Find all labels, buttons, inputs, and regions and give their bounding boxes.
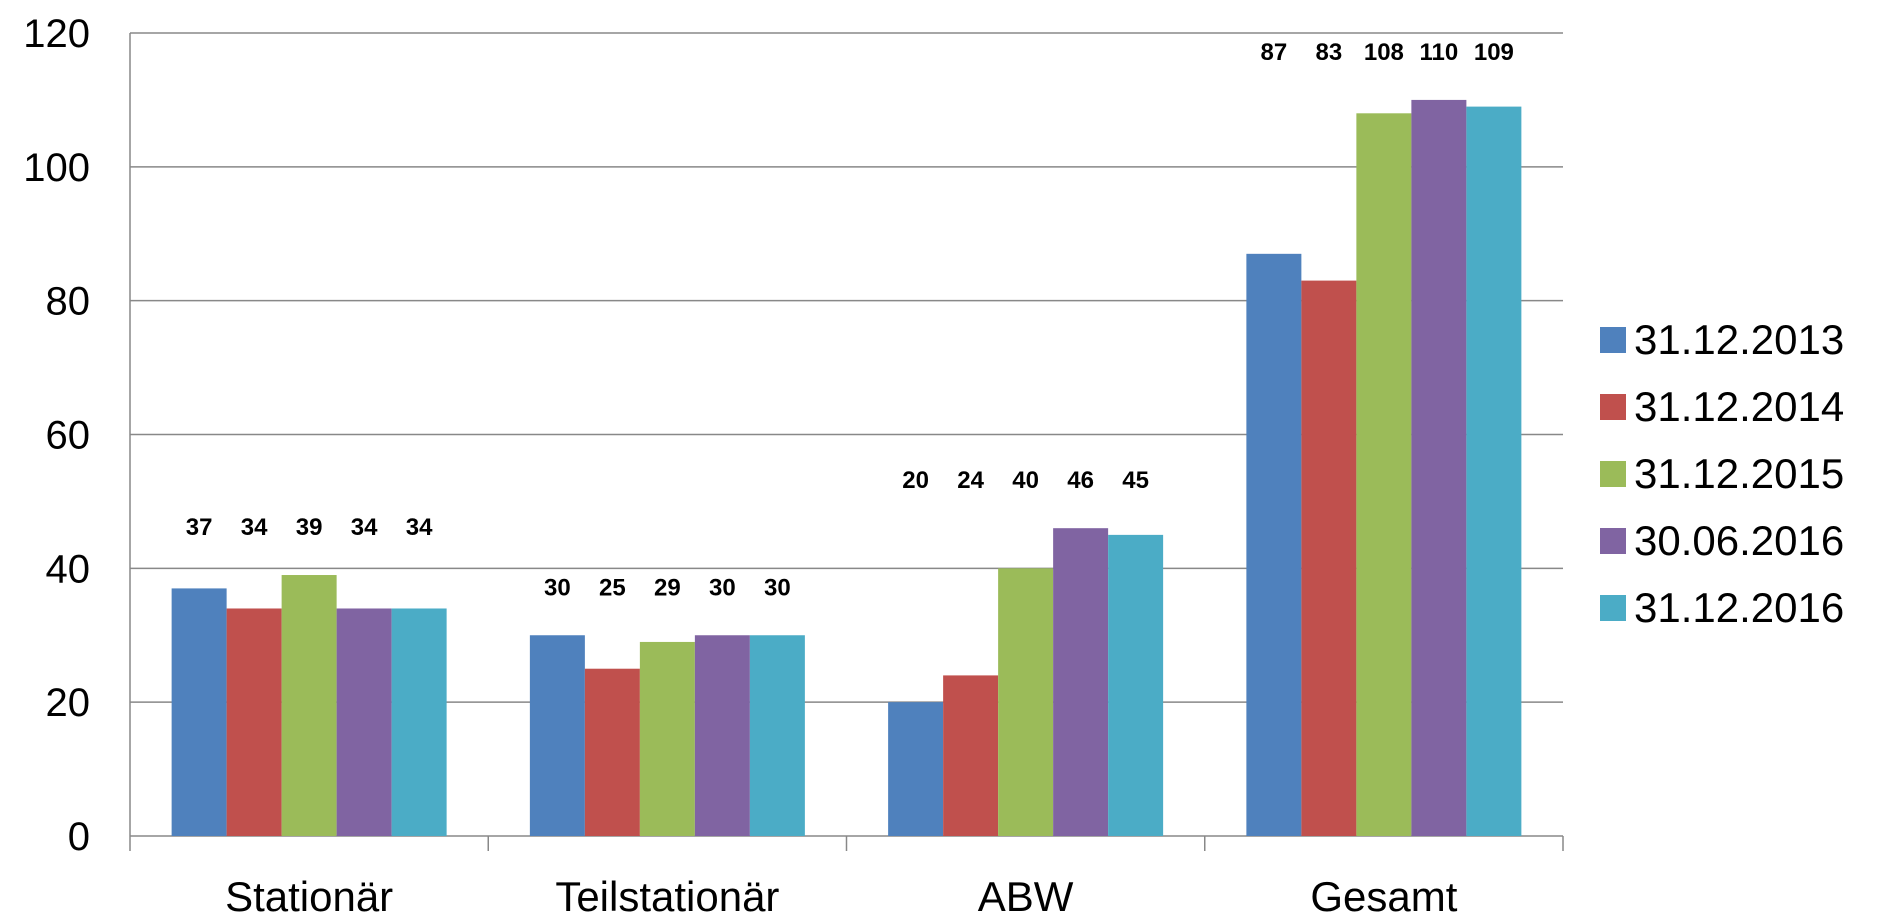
y-axis: 0 20 40 60 80 100 120 [23,12,131,859]
data-label: 30 [764,574,791,601]
data-label: 37 [186,514,213,541]
bar [1108,534,1164,836]
data-label: 39 [296,514,323,541]
bar [336,608,392,836]
data-label: 34 [406,514,433,541]
x-tick-label: Gesamt [1310,873,1457,915]
data-label: 30 [709,574,736,601]
legend-swatch [1600,393,1626,420]
data-label: 45 [1122,467,1149,494]
bar [1411,99,1467,836]
data-label: 108 [1364,39,1404,66]
x-tick-label: ABW [978,873,1074,915]
x-tick-label: Stationär [225,873,393,915]
bar [998,568,1054,836]
data-label: 25 [599,574,626,601]
x-tick-label: Teilstationär [555,873,779,915]
legend-label: 31.12.2013 [1634,315,1845,363]
data-label: 87 [1261,39,1288,66]
legend: 31.12.2013 31.12.2014 31.12.2015 30.06.2016… [1600,306,1844,641]
legend-label: 30.06.2016 [1634,516,1845,564]
bar [888,702,944,836]
bar [1053,528,1109,836]
bar [226,608,282,836]
y-tick-label: 100 [23,146,90,190]
data-label: 34 [241,514,268,541]
bar [1466,106,1522,836]
data-label: 40 [1012,467,1039,494]
bar [749,635,805,836]
legend-item: 31.12.2014 [1600,373,1844,440]
data-label: 34 [351,514,378,541]
data-label: 20 [902,467,929,494]
legend-swatch [1600,527,1626,554]
legend-swatch [1600,594,1626,621]
legend-label: 31.12.2014 [1634,382,1845,430]
legend-swatch [1600,460,1626,487]
bar [943,675,999,836]
legend-swatch [1600,326,1626,353]
bar [694,635,750,836]
y-tick-label: 60 [46,414,91,458]
bar [391,608,447,836]
bar [1246,253,1302,836]
data-label: 83 [1316,39,1343,66]
data-labels: 37 34 39 34 34 30 25 29 30 30 20 24 40 46 45 87 83 108 110… [186,39,1514,601]
data-label: 24 [957,467,984,494]
y-tick-label: 80 [46,280,91,324]
data-label: 30 [544,574,571,601]
legend-item: 31.12.2016 [1600,574,1844,641]
bar [1356,113,1412,837]
legend-label: 31.12.2016 [1634,583,1845,631]
y-tick-label: 120 [23,12,90,56]
bar [281,575,337,836]
y-tick-label: 0 [68,815,90,859]
bar [584,668,640,836]
y-tick-label: 40 [46,547,91,591]
legend-item: 31.12.2013 [1600,306,1844,373]
legend-item: 31.12.2015 [1600,440,1844,507]
data-label: 110 [1420,39,1459,66]
data-label: 109 [1474,39,1514,66]
y-tick-label: 20 [46,681,91,725]
legend-label: 31.12.2015 [1634,449,1845,497]
x-axis: Stationär Teilstationär ABW Gesamt [129,835,1564,915]
bar [1301,280,1357,836]
bars [171,99,1522,837]
bar [529,635,585,836]
bar [171,588,227,836]
data-label: 29 [654,574,681,601]
bar [639,641,695,836]
data-label: 46 [1067,467,1094,494]
legend-item: 30.06.2016 [1600,507,1844,574]
